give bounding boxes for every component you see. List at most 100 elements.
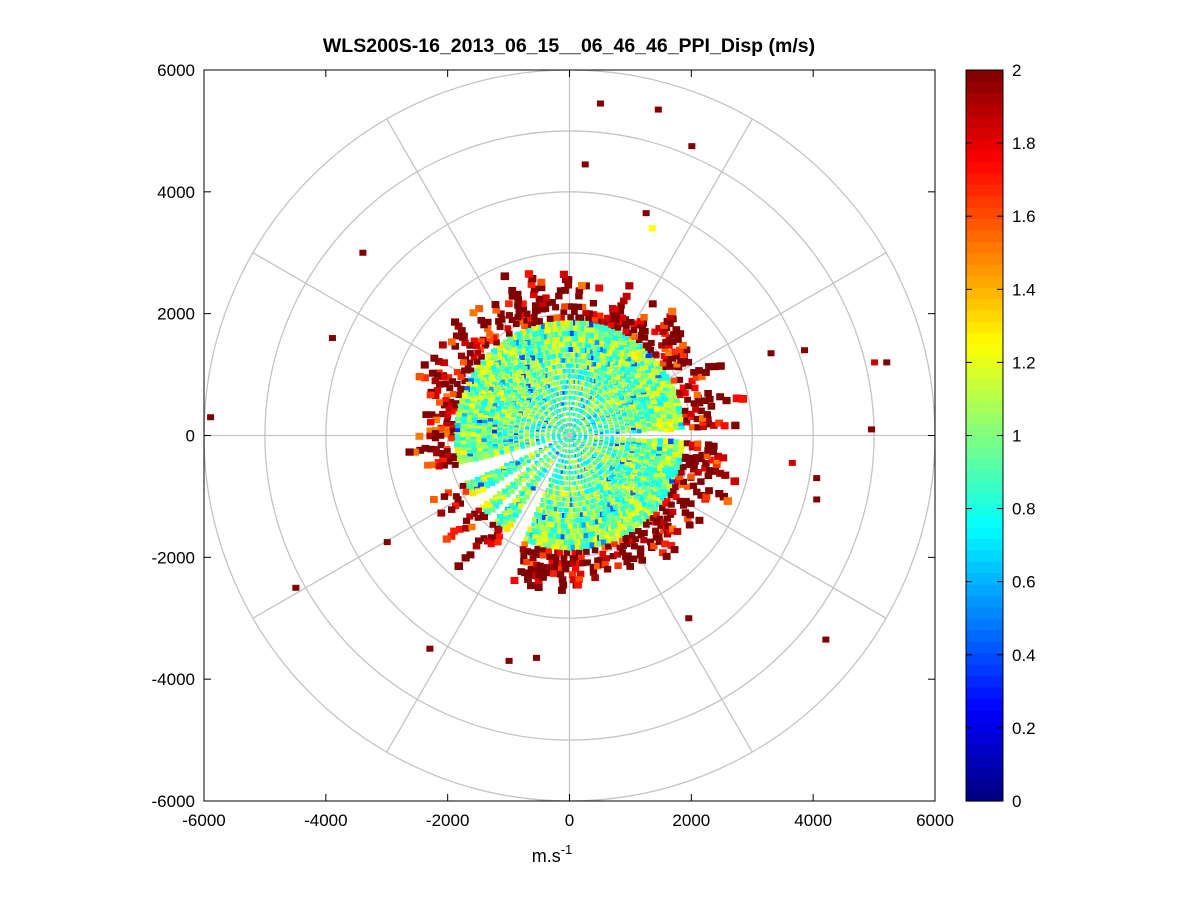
- data-cell: [570, 341, 577, 347]
- data-cell: [553, 320, 561, 327]
- data-cell: [672, 326, 681, 334]
- data-cell: [647, 438, 653, 444]
- data-cell: [590, 475, 596, 480]
- data-cell: [682, 453, 689, 460]
- data-cell: [493, 446, 499, 451]
- data-cell: [470, 479, 477, 485]
- data-cell: [650, 412, 656, 418]
- data-cell: [495, 526, 503, 533]
- colorbar-segment: [966, 207, 1003, 220]
- data-cell: [585, 521, 592, 527]
- data-cell: [432, 392, 440, 399]
- data-cell: [615, 337, 623, 343]
- data-cell: [504, 345, 511, 351]
- data-cell: [575, 491, 580, 496]
- data-cell: [442, 431, 450, 438]
- data-cell: [440, 359, 448, 367]
- data-cell: [556, 517, 563, 523]
- y-tick-label: 2000: [157, 305, 195, 324]
- data-cell: [555, 451, 559, 455]
- colorbar-segment: [966, 766, 1003, 779]
- data-cell: [592, 333, 599, 340]
- data-cell: [618, 450, 623, 454]
- data-cell: [572, 347, 579, 353]
- data-cell: [473, 456, 479, 462]
- data-cell: [503, 393, 509, 398]
- data-cell: [499, 450, 505, 455]
- data-cell: [677, 357, 685, 364]
- data-cell: [672, 493, 680, 500]
- data-cell: [660, 322, 668, 329]
- data-cell: [542, 514, 548, 520]
- data-cell: [428, 369, 437, 377]
- outlier-point: [685, 615, 693, 622]
- data-cell: [494, 539, 502, 546]
- data-cell: [496, 343, 504, 350]
- data-cell: [532, 324, 539, 331]
- data-cell: [659, 328, 667, 335]
- data-cell: [459, 428, 466, 434]
- data-cell: [557, 528, 564, 534]
- colorbar-segment: [966, 378, 1003, 391]
- data-cell: [549, 445, 554, 449]
- data-cell: [454, 562, 463, 570]
- data-cell: [440, 493, 449, 500]
- data-cell: [446, 384, 454, 392]
- data-cell: [533, 567, 541, 574]
- data-cell: [699, 423, 707, 430]
- data-cell: [612, 395, 617, 400]
- data-cell: [504, 382, 510, 388]
- data-cell: [537, 340, 544, 346]
- data-cell: [574, 539, 581, 545]
- data-cell: [630, 327, 638, 334]
- colorbar-segment: [966, 332, 1003, 345]
- data-cell: [512, 512, 519, 518]
- data-cell: [426, 432, 434, 440]
- data-cell: [506, 412, 511, 418]
- data-cell: [484, 325, 492, 333]
- data-cell: [667, 382, 674, 389]
- data-cell: [537, 519, 544, 525]
- data-cell: [637, 394, 643, 400]
- data-cell: [531, 522, 538, 528]
- data-cell: [548, 559, 556, 566]
- data-cell: [521, 323, 528, 330]
- data-cell: [529, 361, 535, 367]
- data-cell: [580, 543, 588, 550]
- data-cell: [704, 390, 712, 397]
- data-cell: [694, 440, 702, 447]
- data-cell: [454, 496, 462, 503]
- data-cell: [598, 324, 605, 331]
- data-cell: [583, 548, 590, 555]
- y-tick-label: -4000: [152, 670, 195, 689]
- data-cell: [608, 482, 614, 487]
- data-cell: [615, 375, 621, 381]
- data-cell: [591, 361, 597, 367]
- data-cell: [562, 379, 567, 384]
- data-cell: [669, 508, 677, 515]
- data-cell: [520, 443, 525, 447]
- data-cell: [529, 320, 536, 327]
- data-cell: [625, 444, 630, 449]
- data-cell: [460, 450, 467, 457]
- data-cell: [481, 423, 487, 429]
- data-cell: [617, 520, 624, 527]
- data-cell: [605, 381, 611, 386]
- data-cell: [622, 530, 629, 536]
- data-cell: [515, 446, 520, 451]
- data-cell: [635, 402, 641, 408]
- data-cell: [626, 437, 631, 442]
- data-cell: [479, 360, 486, 367]
- data-cell: [603, 555, 610, 562]
- outlier-point: [883, 359, 891, 366]
- colorbar-segment: [966, 172, 1003, 185]
- data-cell: [526, 376, 532, 381]
- data-cell: [585, 543, 592, 549]
- data-cell: [626, 408, 632, 414]
- data-cell: [437, 509, 446, 517]
- data-cell: [514, 296, 522, 304]
- data-cell: [655, 538, 664, 545]
- data-cell: [477, 413, 484, 419]
- data-cell: [564, 341, 570, 347]
